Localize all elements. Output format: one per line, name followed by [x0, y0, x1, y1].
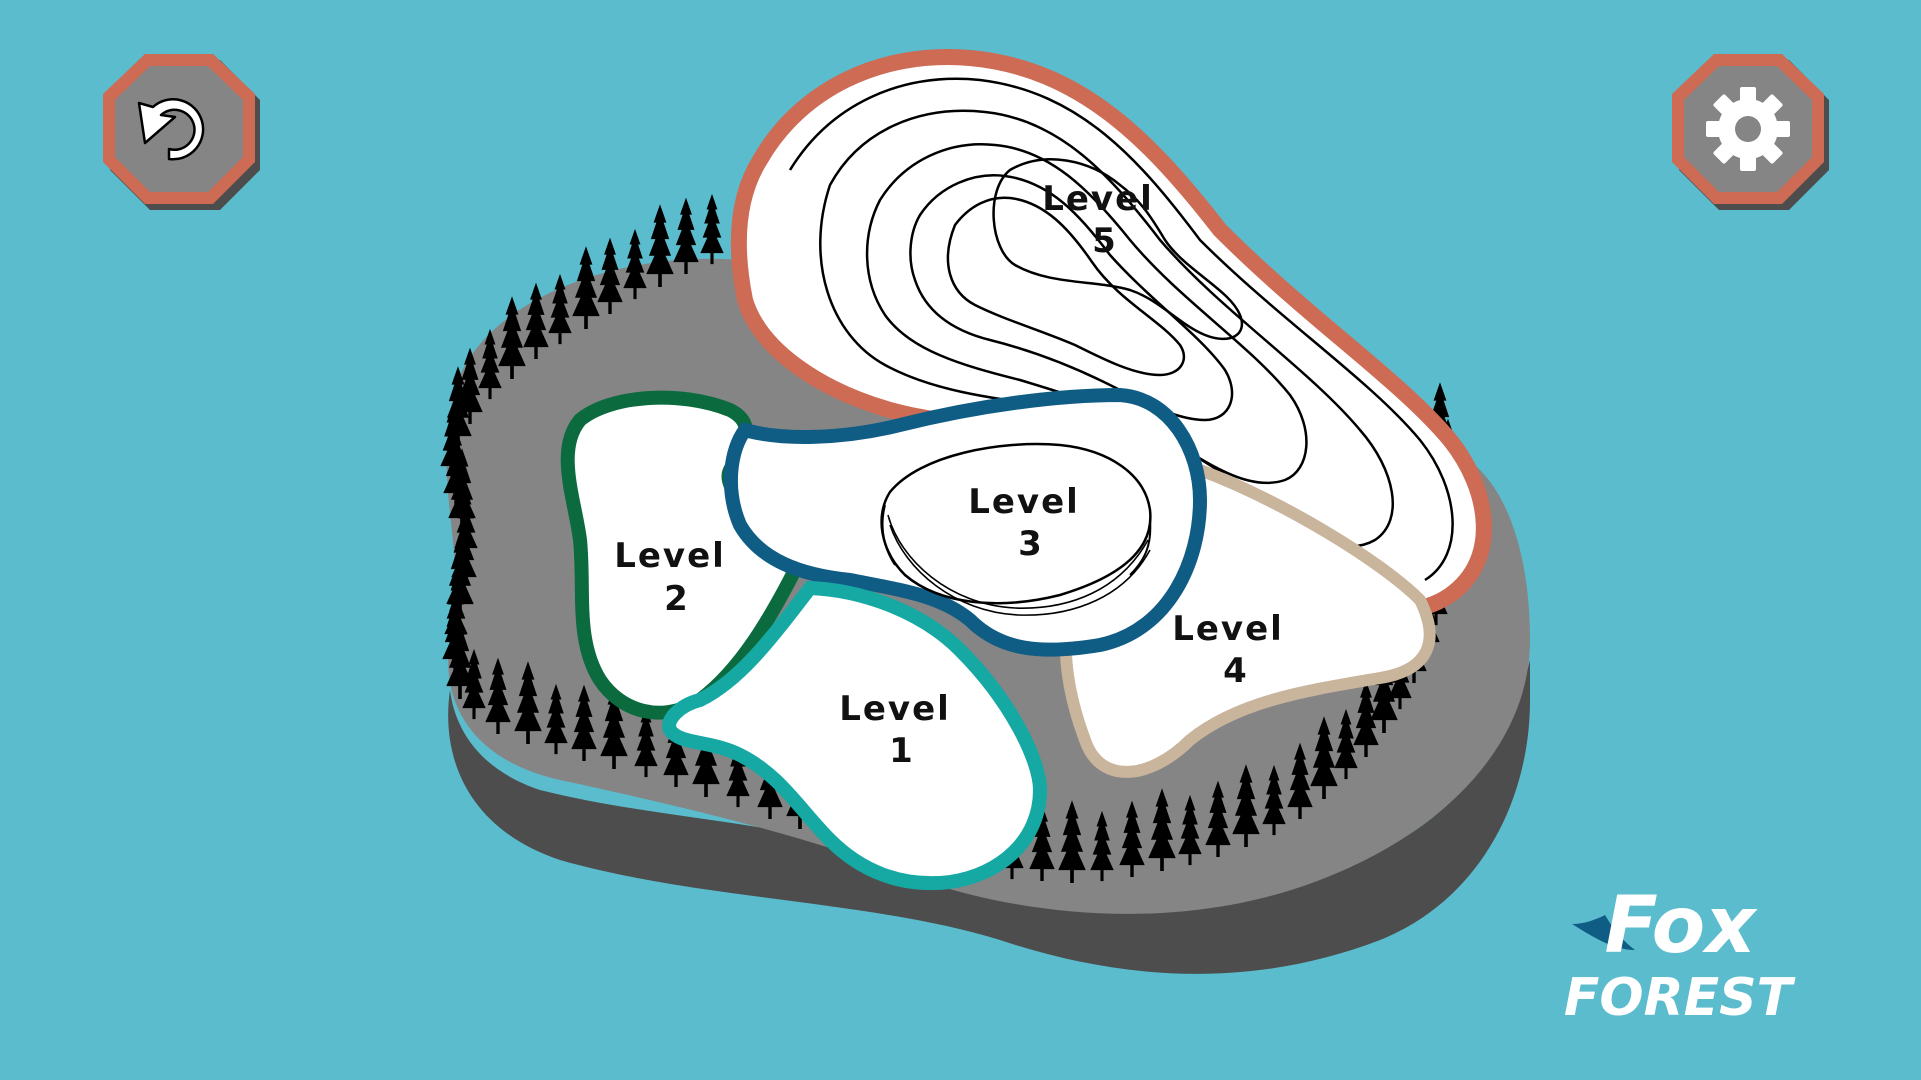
level-3-area[interactable]: Level 3: [724, 387, 1208, 657]
level-2-number: 2: [664, 579, 690, 619]
fox-forest-logo: Fox FOREST: [1564, 881, 1796, 1028]
logo-line-1: Fox: [1604, 881, 1758, 971]
undo-arrow-icon: [137, 98, 205, 161]
gear-icon: [1706, 87, 1790, 171]
fox-tail-icon: [1572, 915, 1635, 950]
level-2-area[interactable]: Level 2: [560, 390, 809, 720]
logo-line-2: FOREST: [1564, 968, 1796, 1028]
level-4-label: Level: [1172, 609, 1284, 649]
level-1-number: 1: [889, 731, 915, 771]
level-2-label: Level: [614, 536, 726, 576]
level-1-label: Level: [839, 689, 951, 729]
tree-icon: [700, 193, 724, 265]
level-3-plateau: [880, 442, 1152, 616]
level-5-label: Level: [1042, 179, 1154, 219]
level-5-area[interactable]: Level 5: [730, 49, 1492, 619]
level-5-number: 5: [1092, 221, 1118, 261]
back-button[interactable]: [95, 52, 265, 222]
settings-button[interactable]: [1664, 52, 1834, 222]
level-3-label: Level: [968, 482, 1080, 522]
level-4-number: 4: [1223, 651, 1249, 691]
level-1-area[interactable]: Level 1: [662, 580, 1048, 891]
level-3-number: 3: [1018, 524, 1044, 564]
